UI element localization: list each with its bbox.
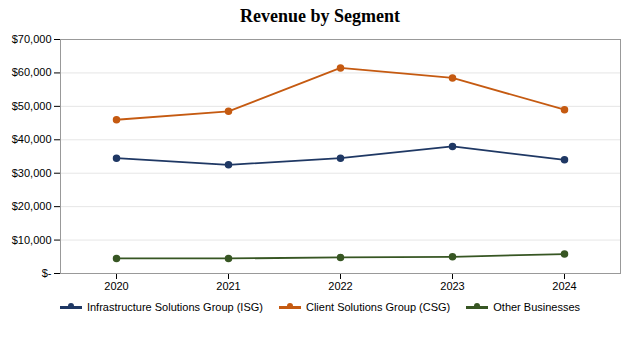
svg-text:$20,000: $20,000 <box>12 200 52 212</box>
html-text:Client Solutions Group (CSG): Client Solutions Group (CSG) <box>306 301 451 313</box>
svg-text:2023: 2023 <box>440 280 464 292</box>
svg-text:2020: 2020 <box>104 280 128 292</box>
html-text:Revenue by Segment: Revenue by Segment <box>240 6 400 26</box>
svg-text:$40,000: $40,000 <box>12 133 52 145</box>
svg-text:$10,000: $10,000 <box>12 234 52 246</box>
svg-text:$50,000: $50,000 <box>12 100 52 112</box>
html-text:Infrastructure Solutions Group: Infrastructure Solutions Group (ISG) <box>86 301 263 313</box>
html-text:Other Businesses: Other Businesses <box>493 301 581 313</box>
svg-text:$70,000: $70,000 <box>12 33 52 45</box>
svg-text:2021: 2021 <box>216 280 240 292</box>
svg-text:$-: $- <box>42 267 52 279</box>
svg-text:$30,000: $30,000 <box>12 167 52 179</box>
svg-text:$60,000: $60,000 <box>12 66 52 78</box>
svg-text:2022: 2022 <box>328 280 352 292</box>
svg-text:2024: 2024 <box>552 280 576 292</box>
